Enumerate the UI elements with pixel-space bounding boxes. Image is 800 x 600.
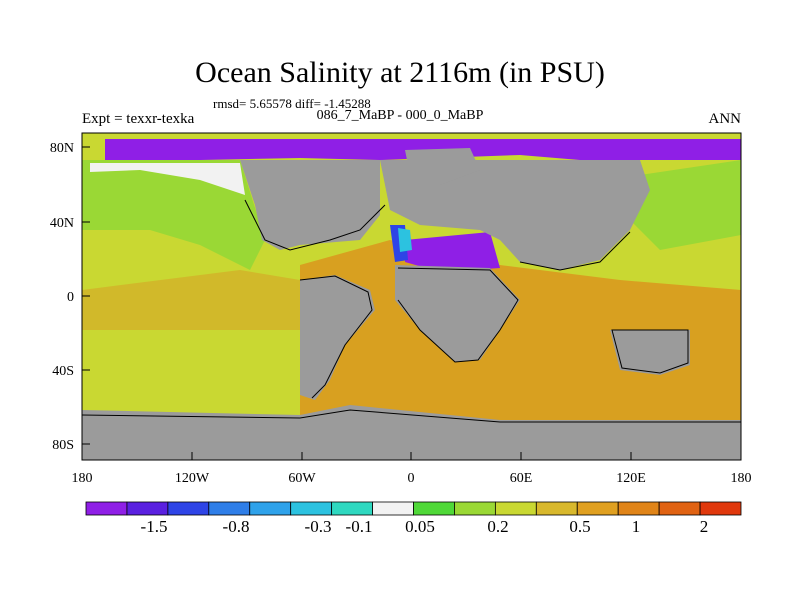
- land-north-america: [240, 160, 380, 250]
- x-tick-label: 120E: [616, 471, 646, 486]
- x-axis-labels: 180 120W 60W 0 60E 120E 180: [72, 471, 752, 486]
- colorbar-label: -1.5: [141, 517, 168, 536]
- colorbar-label: -0.1: [346, 517, 373, 536]
- colorbar-swatch: [126, 501, 169, 516]
- ocean-green-north-pacific: [82, 160, 265, 270]
- colorbar-label: 0.05: [405, 517, 435, 536]
- colorbar-label: 1: [632, 517, 641, 536]
- colorbar-swatch: [167, 501, 210, 516]
- colorbar-swatch: [494, 501, 537, 516]
- colorbar-swatch: [85, 501, 128, 516]
- colorbar-swatch: [249, 501, 292, 516]
- colorbar-swatch: [699, 501, 742, 516]
- plot-subtitle: 086_7_MaBP - 000_0_MaBP: [316, 108, 484, 123]
- axis-ticks: [81, 146, 742, 460]
- coastlines: [81, 199, 741, 423]
- x-tick-label: 0: [408, 471, 415, 486]
- land-greenland: [405, 148, 480, 185]
- y-tick-label: 40N: [50, 216, 74, 231]
- colorbar-swatch: [208, 501, 251, 516]
- x-tick-label: 180: [731, 471, 752, 486]
- land-antarctica: [82, 405, 741, 460]
- mediterranean-anomaly: [405, 232, 500, 272]
- mediterranean-cyan: [398, 228, 412, 252]
- y-tick-label: 80N: [50, 141, 74, 156]
- stats-text: rmsd= 5.65578 diff= -1.45288: [213, 96, 371, 111]
- x-tick-label: 180: [72, 471, 93, 486]
- land-south-america: [300, 275, 375, 400]
- map-area: [81, 133, 741, 460]
- y-tick-label: 0: [67, 290, 74, 305]
- y-tick-label: 40S: [52, 364, 74, 379]
- colorbar-swatch: [658, 501, 701, 516]
- colorbar-swatch: [372, 501, 414, 516]
- y-tick-label: 80S: [52, 438, 74, 453]
- x-tick-label: 60E: [510, 471, 533, 486]
- colorbar-swatch: [413, 501, 455, 516]
- x-tick-label: 60W: [288, 471, 316, 486]
- colorbar-swatch: [454, 501, 496, 516]
- colorbar-label: -0.8: [223, 517, 250, 536]
- ocean-white-area: [90, 163, 245, 195]
- colorbar-label: 0.5: [569, 517, 590, 536]
- ocean-green-north-atlantic: [630, 160, 741, 250]
- x-tick-label: 120W: [175, 471, 210, 486]
- land-australia: [610, 330, 690, 375]
- colorbar-swatch: [535, 501, 578, 516]
- plot-title: Ocean Salinity at 2116m (in PSU): [195, 56, 605, 89]
- colorbar-label: 0.2: [487, 517, 508, 536]
- experiment-label: Expt = texxr-texka: [82, 111, 195, 127]
- colorbar-labels: -1.5 -0.8 -0.3 -0.1 0.05 0.2 0.5 1 2: [141, 517, 709, 536]
- colorbar-swatch: [576, 501, 619, 516]
- ocean-orange-pacific: [82, 270, 300, 330]
- colorbar-swatch: [331, 501, 373, 516]
- colorbar-label: -0.3: [305, 517, 332, 536]
- season-label: ANN: [708, 111, 742, 127]
- colorbar-swatch: [290, 501, 333, 516]
- colorbar: [85, 501, 742, 516]
- land-africa: [395, 265, 520, 362]
- y-axis-labels: 80N 40N 0 40S 80S: [50, 141, 74, 453]
- land-eurasia: [380, 160, 650, 270]
- colorbar-label: 2: [700, 517, 709, 536]
- colorbar-swatch: [617, 501, 660, 516]
